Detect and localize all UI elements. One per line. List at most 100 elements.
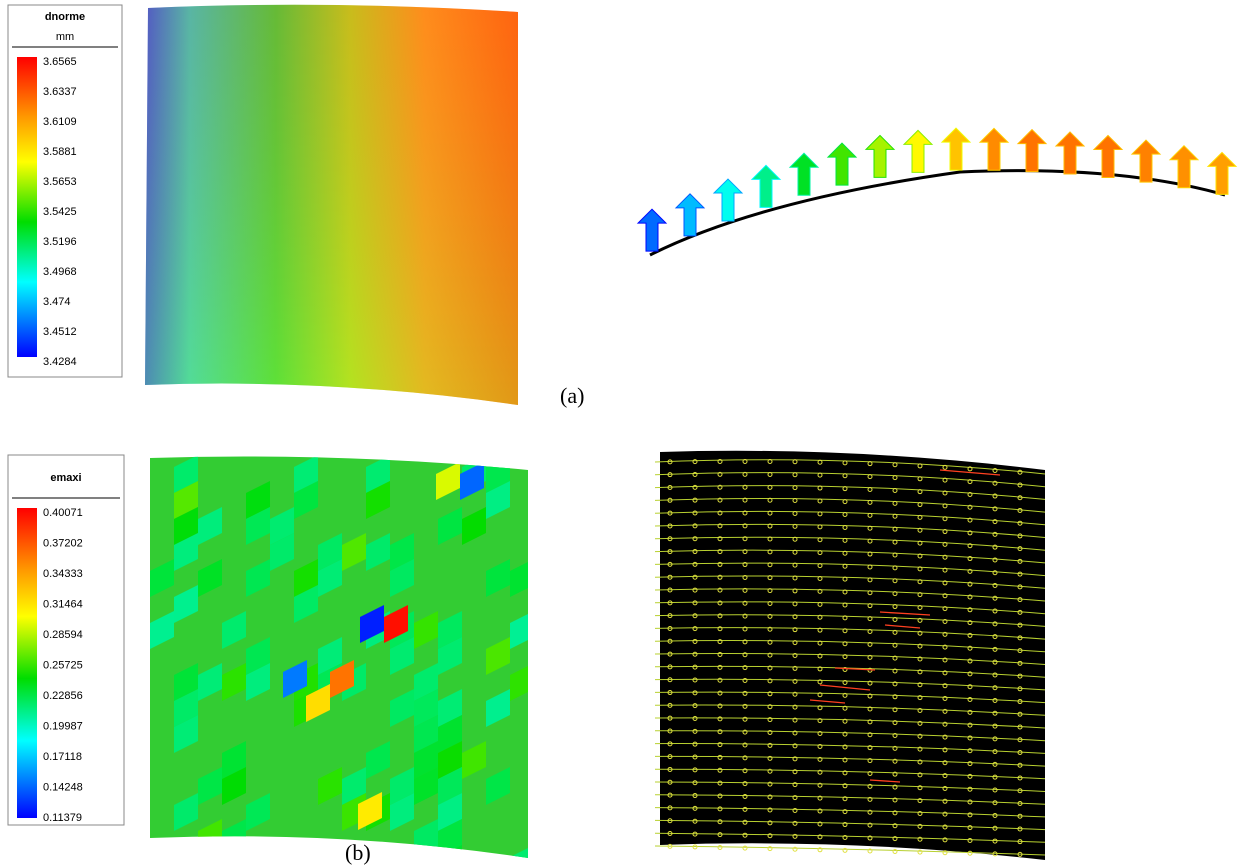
vector-marker <box>867 474 873 480</box>
vector-marker <box>867 486 873 492</box>
vector-marker <box>917 798 923 804</box>
vector-marker <box>867 577 873 583</box>
arrow <box>902 129 934 173</box>
vector-marker <box>842 524 848 530</box>
vector-marker <box>917 810 923 816</box>
vector-marker <box>892 707 898 713</box>
vector-marker <box>842 589 848 595</box>
legend-label: 3.6109 <box>43 116 77 128</box>
legend-label: 0.17118 <box>43 751 82 763</box>
mosaic-cell <box>510 663 528 701</box>
mosaic-cell <box>222 845 246 858</box>
vector-marker <box>1017 826 1023 832</box>
vector-marker <box>717 639 723 645</box>
legend-label: 3.5196 <box>43 236 77 248</box>
vector-marker <box>792 614 798 620</box>
mosaic-cell <box>390 845 414 858</box>
mosaic-cell <box>438 845 462 858</box>
vector-marker <box>717 806 723 812</box>
vector-marker <box>917 643 923 649</box>
vector-marker <box>892 720 898 726</box>
vector-marker <box>967 530 973 536</box>
vector-marker <box>1017 711 1023 717</box>
mosaic-cell <box>306 684 330 722</box>
caption: (a) <box>560 383 584 408</box>
vector-marker <box>1017 813 1023 819</box>
vector-marker <box>817 821 823 827</box>
vector-marker <box>967 504 973 510</box>
vector-marker <box>967 658 973 664</box>
mosaic-cell <box>222 741 246 779</box>
vector-marker <box>792 820 798 826</box>
vector-marker <box>867 706 873 712</box>
mosaic-cell <box>174 533 198 571</box>
vector-marker <box>942 477 948 483</box>
legend-label: 3.5881 <box>43 146 77 158</box>
highlight-vector <box>809 699 846 704</box>
vector-marker <box>667 741 673 747</box>
vector-marker <box>942 670 948 676</box>
vector-marker <box>967 568 973 574</box>
vector-marker <box>942 708 948 714</box>
vector-marker <box>1017 584 1023 590</box>
vector-marker <box>992 659 998 665</box>
vector-marker <box>917 656 923 662</box>
vector-marker <box>917 540 923 546</box>
vector-marker <box>867 796 873 802</box>
vector-marker <box>692 574 698 580</box>
mosaic-cell <box>246 793 270 831</box>
vector-marker <box>917 592 923 598</box>
vector-marker <box>692 523 698 529</box>
vector-marker <box>867 499 873 505</box>
vector-marker <box>967 722 973 728</box>
vector-marker <box>967 594 973 600</box>
vector-marker <box>992 595 998 601</box>
vector-marker <box>717 703 723 709</box>
vector-marker <box>917 553 923 559</box>
vector-marker <box>767 794 773 800</box>
vector-marker <box>1017 750 1023 756</box>
mosaic-cell <box>174 715 198 753</box>
mosaic-cell <box>198 507 222 545</box>
vector-marker <box>892 552 898 558</box>
mosaic-cell <box>414 611 438 649</box>
mosaic-plot <box>150 456 528 858</box>
vector-marker <box>817 640 823 646</box>
vector-marker <box>767 549 773 555</box>
vector-marker <box>842 757 848 763</box>
vector-marker <box>867 461 873 467</box>
vector-marker <box>767 613 773 619</box>
vector-marker <box>717 471 723 477</box>
vector-marker <box>917 617 923 623</box>
vector-marker <box>667 818 673 824</box>
vector-marker <box>742 806 748 812</box>
vector-marker <box>817 782 823 788</box>
vector-marker <box>717 484 723 490</box>
vector-marker <box>892 604 898 610</box>
vector-marker <box>917 695 923 701</box>
vector-marker <box>867 590 873 596</box>
mosaic-cell <box>486 689 510 727</box>
mosaic-cell <box>414 663 438 701</box>
caption: (b) <box>345 840 371 865</box>
vector-marker <box>892 784 898 790</box>
vector-marker <box>867 719 873 725</box>
vector-marker <box>992 749 998 755</box>
vector-marker <box>992 544 998 550</box>
vector-marker <box>842 679 848 685</box>
vector-marker <box>917 514 923 520</box>
vector-marker <box>767 742 773 748</box>
vector-marker <box>992 570 998 576</box>
vector-marker <box>842 796 848 802</box>
vector-marker <box>667 523 673 529</box>
vector-marker <box>692 626 698 632</box>
vector-marker <box>967 761 973 767</box>
vector-marker <box>667 843 673 849</box>
arrow <box>1206 151 1238 195</box>
vector-marker <box>867 551 873 557</box>
vector-marker <box>967 466 973 472</box>
vector-marker <box>942 734 948 740</box>
vector-marker <box>992 838 998 844</box>
vector-marker <box>942 503 948 509</box>
vector-marker <box>1017 520 1023 526</box>
